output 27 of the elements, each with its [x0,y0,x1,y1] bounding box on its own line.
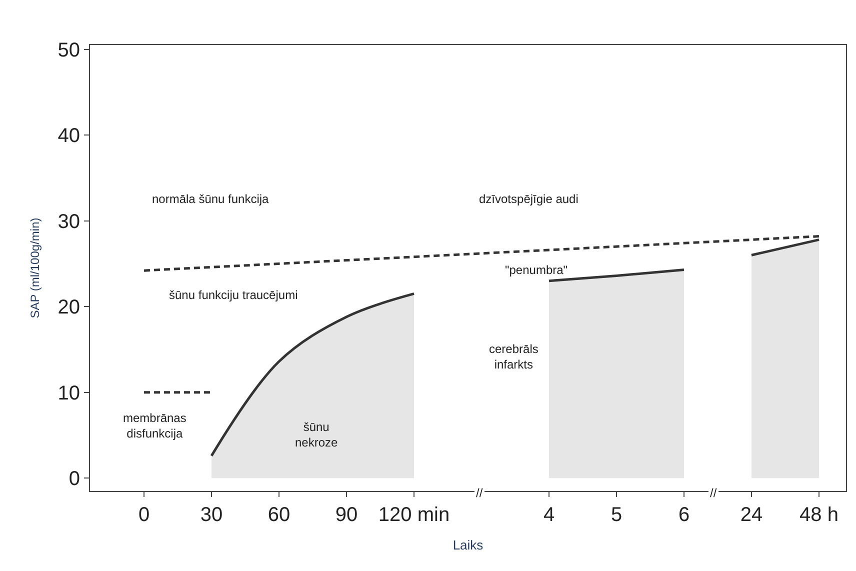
annotation: cerebrāls infarkts [489,342,538,372]
y-tick-label: 10 [58,382,80,404]
annotation: "penumbra" [505,263,568,277]
x-axis-title: Laiks [452,538,484,553]
y-tick-label: 50 [58,39,80,62]
y-tick-label: 20 [58,296,80,319]
x-tick-label: 0 [138,504,150,526]
x-tick-label: 6 [678,504,690,526]
annotation: membrānas disfunkcija [123,411,186,441]
x-tick-label: 90 [335,504,358,526]
annotation: dzīvotspējīgie audi [479,192,578,206]
annotation: šūnu funkciju traucējumi [169,288,298,302]
x-tick-label: 60 [268,504,290,526]
x-tick-label: 30 [200,504,223,526]
y-tick-label: 40 [58,125,80,148]
x-tick-label: 48 h [800,504,838,526]
annotation: // [710,486,718,500]
y-tick-label: 0 [68,468,80,490]
x-tick-label: 120 min [378,504,450,526]
y-axis-title: SAP (ml/100g/min) [28,218,42,318]
x-tick-label: 5 [610,504,622,526]
x-tick-label: 24 [740,504,763,526]
x-tick-label: 4 [543,504,555,526]
annotation: normāla šūnu funkcija [152,192,270,206]
y-tick-label: 30 [58,210,80,233]
annotation: // [476,486,484,500]
annotation: šūnu nekroze [295,420,338,450]
